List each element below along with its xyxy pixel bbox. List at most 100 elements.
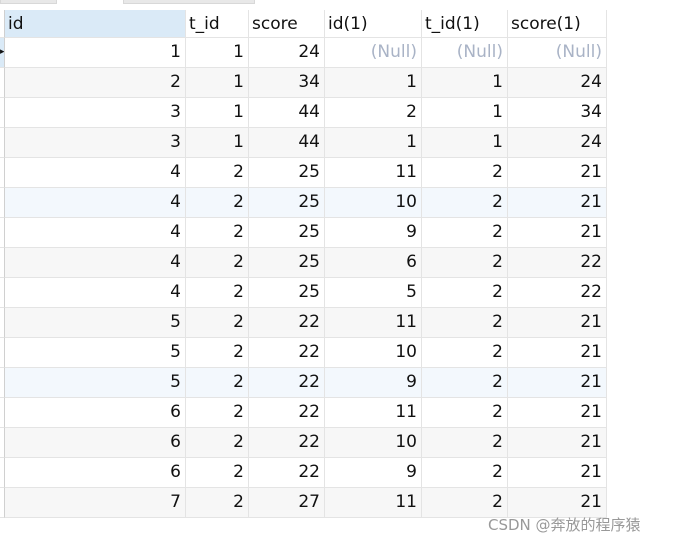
cell[interactable]: 1 (186, 38, 249, 68)
cell[interactable]: 27 (249, 488, 325, 518)
table-row[interactable]: 3 1 44 1 1 24 (0, 128, 607, 158)
cell[interactable]: 2 (422, 188, 508, 218)
cell[interactable]: 44 (249, 128, 325, 158)
cell[interactable]: 22 (508, 278, 607, 308)
cell[interactable]: 2 (422, 338, 508, 368)
cell[interactable]: 21 (508, 428, 607, 458)
cell[interactable]: 25 (249, 248, 325, 278)
cell[interactable]: 1 (186, 68, 249, 98)
cell[interactable]: 34 (508, 98, 607, 128)
cell[interactable]: 21 (508, 308, 607, 338)
row-indicator[interactable] (0, 488, 5, 518)
cell[interactable]: 2 (422, 308, 508, 338)
cell[interactable]: 1 (422, 98, 508, 128)
row-indicator[interactable] (0, 368, 5, 398)
row-indicator[interactable] (0, 248, 5, 278)
cell[interactable]: 22 (249, 458, 325, 488)
tab[interactable] (0, 0, 57, 4)
cell[interactable]: 24 (249, 38, 325, 68)
cell[interactable]: 3 (5, 98, 186, 128)
cell[interactable]: 11 (325, 398, 422, 428)
cell[interactable]: 10 (325, 338, 422, 368)
row-indicator[interactable] (0, 68, 5, 98)
column-header[interactable]: score(1) (508, 10, 607, 38)
cell[interactable]: 21 (508, 218, 607, 248)
cell[interactable]: 2 (325, 98, 422, 128)
column-header[interactable]: t_id(1) (422, 10, 508, 38)
cell[interactable]: 4 (5, 278, 186, 308)
cell[interactable]: 6 (5, 398, 186, 428)
table-row[interactable]: 4 2 25 6 2 22 (0, 248, 607, 278)
cell[interactable]: 2 (5, 68, 186, 98)
cell[interactable]: 2 (186, 158, 249, 188)
cell[interactable]: 2 (422, 398, 508, 428)
cell[interactable]: 2 (422, 488, 508, 518)
cell[interactable]: 25 (249, 218, 325, 248)
cell-null[interactable]: (Null) (508, 38, 607, 68)
cell[interactable]: 22 (249, 368, 325, 398)
cell[interactable]: 2 (422, 428, 508, 458)
table-row[interactable]: 3 1 44 2 1 34 (0, 98, 607, 128)
cell[interactable]: 11 (325, 158, 422, 188)
cell[interactable]: 2 (422, 278, 508, 308)
cell[interactable]: 22 (249, 308, 325, 338)
cell[interactable]: 2 (186, 488, 249, 518)
cell[interactable]: 2 (186, 308, 249, 338)
table-row[interactable]: 6 2 22 11 2 21 (0, 398, 607, 428)
cell[interactable]: 9 (325, 458, 422, 488)
cell[interactable]: 5 (5, 308, 186, 338)
row-indicator[interactable] (0, 218, 5, 248)
cell[interactable]: 24 (508, 128, 607, 158)
cell[interactable]: 5 (5, 368, 186, 398)
cell[interactable]: 1 (5, 38, 186, 68)
table-row[interactable]: 6 2 22 9 2 21 (0, 458, 607, 488)
cell[interactable]: 25 (249, 158, 325, 188)
cell[interactable]: 2 (422, 368, 508, 398)
cell[interactable]: 4 (5, 158, 186, 188)
cell-null[interactable]: (Null) (325, 38, 422, 68)
row-indicator[interactable] (0, 458, 5, 488)
tab[interactable] (123, 0, 255, 4)
row-indicator[interactable] (0, 128, 5, 158)
table-row[interactable]: 4 2 25 10 2 21 (0, 188, 607, 218)
cell[interactable]: 25 (249, 278, 325, 308)
cell[interactable]: 21 (508, 488, 607, 518)
table-row[interactable]: 5 2 22 11 2 21 (0, 308, 607, 338)
cell[interactable]: 21 (508, 188, 607, 218)
column-header[interactable]: score (249, 10, 325, 38)
column-header[interactable]: id (5, 10, 186, 38)
row-indicator[interactable] (0, 398, 5, 428)
cell[interactable]: 21 (508, 338, 607, 368)
cell[interactable]: 21 (508, 158, 607, 188)
cell[interactable]: 2 (186, 278, 249, 308)
cell[interactable]: 44 (249, 98, 325, 128)
cell[interactable]: 9 (325, 368, 422, 398)
row-indicator[interactable] (0, 98, 5, 128)
cell[interactable]: 2 (186, 368, 249, 398)
cell[interactable]: 11 (325, 488, 422, 518)
cell[interactable]: 2 (186, 428, 249, 458)
cell[interactable]: 2 (186, 458, 249, 488)
cell[interactable]: 1 (422, 128, 508, 158)
cell[interactable]: 34 (249, 68, 325, 98)
cell[interactable]: 1 (325, 128, 422, 158)
cell[interactable]: 6 (325, 248, 422, 278)
cell[interactable]: 2 (186, 218, 249, 248)
cell[interactable]: 6 (5, 458, 186, 488)
row-indicator[interactable] (0, 338, 5, 368)
cell[interactable]: 4 (5, 188, 186, 218)
cell[interactable]: 9 (325, 218, 422, 248)
row-indicator[interactable] (0, 188, 5, 218)
table-row[interactable]: 4 2 25 9 2 21 (0, 218, 607, 248)
cell[interactable]: 2 (186, 248, 249, 278)
cell[interactable]: 1 (422, 68, 508, 98)
cell-null[interactable]: (Null) (422, 38, 508, 68)
cell[interactable]: 1 (186, 98, 249, 128)
cell[interactable]: 2 (422, 158, 508, 188)
row-indicator[interactable] (0, 428, 5, 458)
cell[interactable]: 22 (249, 428, 325, 458)
table-row[interactable]: 6 2 22 10 2 21 (0, 428, 607, 458)
cell[interactable]: 21 (508, 398, 607, 428)
cell[interactable]: 5 (5, 338, 186, 368)
row-indicator[interactable] (0, 278, 5, 308)
